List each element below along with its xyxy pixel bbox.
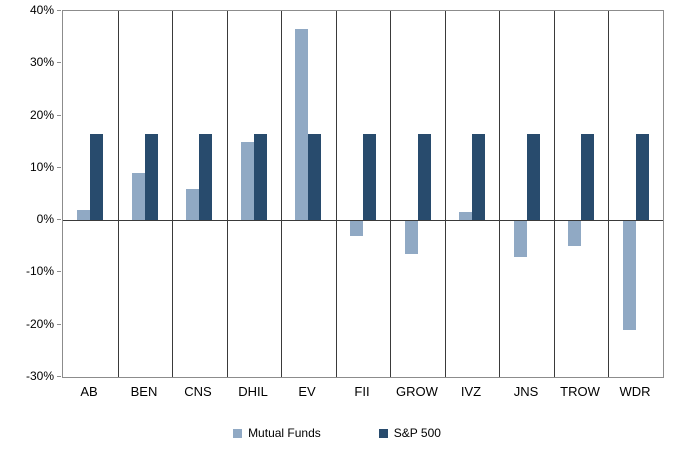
y-tick-label: 30% xyxy=(29,55,54,70)
zero-axis-line xyxy=(63,220,663,221)
category-divider xyxy=(281,11,282,377)
bar-s-p-500-ab xyxy=(90,133,103,221)
category-label: EV xyxy=(298,384,316,399)
y-axis: 40% 30% 20% 10% 0% -10% -20% -30% xyxy=(0,4,54,382)
bar-mutual-funds-ben xyxy=(132,173,145,221)
category-divider xyxy=(608,11,609,377)
category-label: BEN xyxy=(130,384,158,399)
y-tick-label: -30% xyxy=(25,369,54,383)
bar-mutual-funds-ivz xyxy=(459,212,472,221)
category-divider xyxy=(390,11,391,377)
category-divider xyxy=(227,11,228,377)
y-tick-mark xyxy=(57,323,61,325)
legend-label: Mutual Funds xyxy=(248,426,321,440)
bar-s-p-500-ben xyxy=(145,133,158,221)
bar-s-p-500-jns xyxy=(527,133,540,221)
bar-mutual-funds-ev xyxy=(295,29,308,221)
legend-item: Mutual Funds xyxy=(233,426,321,440)
category-label: IVZ xyxy=(460,384,482,399)
bar-mutual-funds-ab xyxy=(77,209,90,221)
y-tick-mark xyxy=(57,376,61,377)
bar-s-p-500-ev xyxy=(308,133,321,221)
bar-mutual-funds-wdr xyxy=(623,220,636,330)
bar-s-p-500-wdr xyxy=(636,133,649,221)
category-divider xyxy=(336,11,337,377)
legend-item: S&P 500 xyxy=(378,426,441,440)
plot-area xyxy=(62,10,664,378)
x-axis: AB BEN CNS DHIL EV FII GROW IVZ JNS TROW WDR xyxy=(62,384,664,404)
category-label: TROW xyxy=(560,384,600,399)
bar-s-p-500-ivz xyxy=(472,133,485,221)
bar-s-p-500-dhil xyxy=(254,133,267,221)
bar-mutual-funds-jns xyxy=(514,220,527,257)
bar-s-p-500-grow xyxy=(418,133,431,221)
y-tick-mark xyxy=(57,166,61,168)
category-divider xyxy=(554,11,555,377)
category-divider xyxy=(499,11,500,377)
bar-mutual-funds-grow xyxy=(405,220,418,255)
y-tick-label: 40% xyxy=(29,3,54,17)
y-tick-mark xyxy=(57,219,61,221)
y-tick-label: 0% xyxy=(36,212,54,227)
category-label: GROW xyxy=(396,384,438,399)
category-divider xyxy=(118,11,119,377)
category-label: CNS xyxy=(184,384,212,399)
bar-s-p-500-trow xyxy=(581,133,594,221)
y-tick-mark xyxy=(57,271,61,273)
y-tick-mark xyxy=(57,62,61,64)
legend: Mutual Funds S&P 500 xyxy=(0,426,674,440)
category-label: AB xyxy=(80,384,98,399)
bar-mutual-funds-cns xyxy=(186,188,199,221)
bar-s-p-500-cns xyxy=(199,133,212,221)
category-label: DHIL xyxy=(238,384,268,399)
category-label: FII xyxy=(354,384,370,399)
bar-s-p-500-fii xyxy=(363,133,376,221)
y-tick-mark xyxy=(57,114,61,116)
category-label: WDR xyxy=(619,384,651,399)
y-tick-label: -20% xyxy=(25,316,54,331)
category-divider xyxy=(445,11,446,377)
bar-mutual-funds-trow xyxy=(568,220,581,247)
bar-mutual-funds-dhil xyxy=(241,141,254,221)
legend-swatch xyxy=(233,428,243,438)
category-divider xyxy=(172,11,173,377)
legend-label: S&P 500 xyxy=(393,426,441,440)
category-label: JNS xyxy=(513,384,539,399)
legend-swatch xyxy=(378,428,388,438)
y-tick-label: 20% xyxy=(29,107,54,122)
bar-mutual-funds-fii xyxy=(350,220,363,236)
y-tick-label: 10% xyxy=(29,159,54,174)
y-tick-mark xyxy=(57,10,61,11)
y-tick-label: -10% xyxy=(25,264,54,279)
